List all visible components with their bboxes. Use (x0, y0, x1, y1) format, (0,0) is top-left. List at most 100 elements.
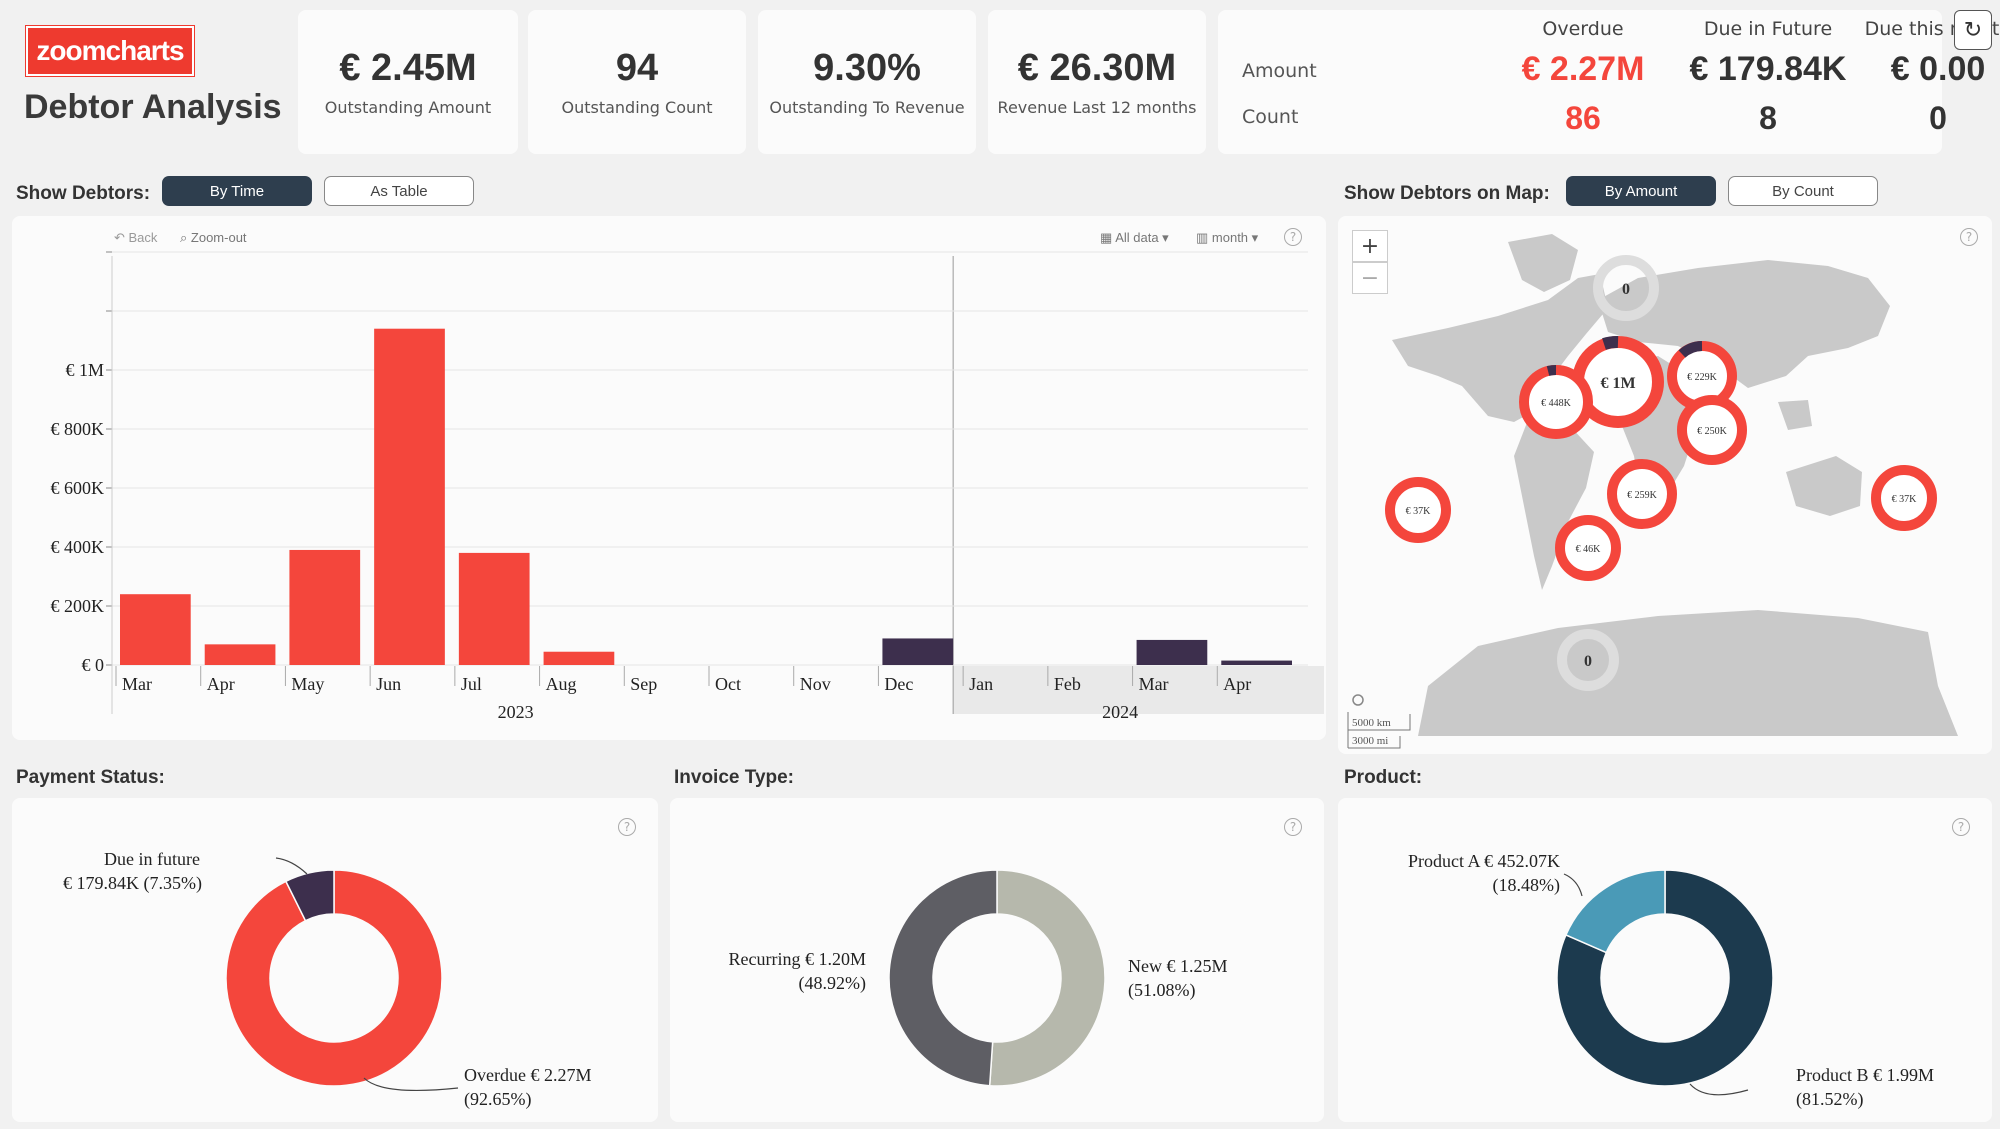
col-due-future: Due in Future (1703, 18, 1833, 40)
bubble-ring[interactable] (1871, 465, 1937, 531)
payment-status-card: ? Due in future € 179.84K (7.35%) Overdu… (12, 798, 658, 1122)
all-data-dropdown[interactable]: ▦ All data ▾ (1100, 230, 1169, 246)
zoom-icon: ⌕ (180, 230, 191, 245)
help-icon[interactable]: ? (1960, 228, 1978, 246)
kpi-outstanding-to-revenue: 9.30% Outstanding To Revenue (758, 10, 976, 154)
north-america (1392, 274, 1608, 422)
time-bar-chart[interactable]: € 0 € 200K € 400K € 600K € 800K € 1M Mar Apr May… (12, 216, 1326, 740)
donut-slices (225, 869, 443, 1087)
antarctica (1418, 610, 1958, 736)
bubble-label: € 37K (1406, 506, 1432, 517)
continents (1392, 234, 1958, 736)
payment-donut[interactable]: Due in future € 179.84K (7.35%) Overdue … (12, 798, 658, 1122)
slice-label-recurring: Recurring € 1.20M (729, 949, 866, 969)
product-donut[interactable]: Product A € 452.07K (18.48%) Product B €… (1338, 798, 1992, 1122)
bar-may[interactable] (289, 549, 361, 665)
show-debtors-label: Show Debtors: (16, 183, 151, 204)
zoomcharts-logo: zoomcharts (25, 25, 195, 77)
by-count-button[interactable]: By Count (1728, 176, 1878, 206)
donut-slice-0[interactable] (1556, 869, 1774, 1087)
x-tick-label: Mar (1139, 674, 1169, 694)
year-2024-band (953, 666, 1324, 714)
x-tick-label: Oct (715, 674, 741, 694)
bar-jun[interactable] (374, 328, 445, 665)
donut-slice-0[interactable] (225, 869, 443, 1087)
donut-slices (1556, 869, 1774, 1087)
year-label-2023: 2023 (498, 702, 534, 722)
chevron-down-icon: ▾ (1158, 230, 1169, 245)
bar-mar[interactable] (120, 594, 191, 665)
period-label: month (1211, 230, 1249, 245)
invoice-donut[interactable]: New € 1.25M (51.08%) Recurring € 1.20M (… (670, 798, 1324, 1122)
kpi-label: Outstanding Count (561, 98, 713, 117)
bubble-segment (1546, 364, 1557, 376)
scale-bar (1347, 712, 1411, 749)
y-tick-label: € 200K (51, 596, 105, 616)
bar-mar[interactable] (1136, 639, 1208, 665)
back-label: Back (128, 230, 158, 245)
help-icon[interactable]: ? (1284, 228, 1302, 246)
period-dropdown[interactable]: ▥ month ▾ (1196, 230, 1258, 246)
kpi-label: Revenue Last 12 months (997, 98, 1197, 117)
slice-sublabel-future: € 179.84K (7.35%) (63, 873, 202, 894)
show-map-label: Show Debtors on Map: (1344, 183, 1550, 204)
all-data-label: All data (1115, 230, 1159, 245)
x-tick-label: Apr (1223, 674, 1251, 694)
donut-slice-0[interactable] (988, 869, 1106, 1087)
slice-sublabel-recurring: (48.92%) (799, 973, 866, 994)
bar-chart-icon: ▥ (1196, 230, 1212, 245)
bar-dec[interactable] (882, 638, 954, 665)
bubble-segment (1602, 335, 1619, 350)
slice-label-product-b: Product B € 1.99M (1796, 1065, 1934, 1085)
zoom-out-map-button[interactable]: − (1352, 262, 1388, 294)
x-tick-label: Jul (461, 674, 482, 694)
bubble-ring[interactable] (1557, 629, 1619, 691)
invoice-type-card: ? New € 1.25M (51.08%) Recurring € 1.20M… (670, 798, 1324, 1122)
overdue-amount: € 2.27M (1521, 50, 1645, 88)
x-tick-label: Jun (376, 674, 401, 694)
kpi-label: Outstanding Amount (324, 98, 492, 117)
bubble-ring[interactable] (1607, 459, 1677, 529)
bar-apr[interactable] (1221, 660, 1292, 665)
back-button[interactable]: ↶ Back (114, 230, 157, 246)
by-amount-button[interactable]: By Amount (1566, 176, 1716, 206)
bubble-segment (1678, 341, 1703, 358)
as-table-button[interactable]: As Table (324, 176, 474, 206)
zoom-out-button[interactable]: ⌕ Zoom-out (180, 230, 247, 246)
bubble-ring[interactable] (1677, 395, 1747, 465)
x-tick-label: May (291, 674, 324, 694)
eurasia (1598, 260, 1890, 388)
bubble-label: € 46K (1576, 544, 1602, 555)
donut-slice-1[interactable] (888, 869, 998, 1087)
slice-label-overdue: Overdue € 2.27M (464, 1065, 591, 1085)
map-bubbles: 0 € 1M € 229K € 448K € 250K € 259K € 37K… (1385, 255, 1937, 691)
scale-mi: 3000 mi (1352, 735, 1388, 747)
kpi-value: 9.30% (813, 47, 921, 89)
by-time-button[interactable]: By Time (162, 176, 312, 206)
donut-slice-1[interactable] (1564, 869, 1666, 954)
help-icon[interactable]: ? (1952, 818, 1970, 836)
zoom-in-button[interactable]: + (1352, 230, 1388, 262)
chevron-down-icon: ▾ (1248, 230, 1259, 245)
y-tick-label: € 400K (51, 537, 105, 557)
bar-apr[interactable] (204, 644, 276, 665)
row-amount-label: Amount (1242, 60, 1317, 82)
reset-icon[interactable]: ↻ (1954, 10, 1992, 50)
x-tick-label: Dec (884, 674, 913, 694)
donut-slice-1[interactable] (284, 869, 335, 922)
help-icon[interactable]: ? (1284, 818, 1302, 836)
x-tick-label: Sep (630, 674, 657, 694)
help-icon[interactable]: ? (618, 818, 636, 836)
world-map[interactable]: 0 € 1M € 229K € 448K € 250K € 259K € 37K… (1338, 216, 1992, 754)
product-label: Product: (1344, 767, 1423, 788)
bar-jul[interactable] (458, 552, 530, 665)
y-tick-label: € 1M (65, 360, 104, 380)
payment-status-label: Payment Status: (16, 767, 165, 788)
bubble-ring[interactable] (1555, 515, 1621, 581)
south-america (1514, 420, 1594, 590)
map-card: 0 € 1M € 229K € 448K € 250K € 259K € 37K… (1338, 216, 1992, 754)
bubble-ring[interactable] (1385, 477, 1451, 543)
bar-aug[interactable] (543, 651, 615, 665)
month-amount: € 0.00 (1890, 50, 1986, 88)
bubble-ring[interactable] (1593, 255, 1659, 321)
